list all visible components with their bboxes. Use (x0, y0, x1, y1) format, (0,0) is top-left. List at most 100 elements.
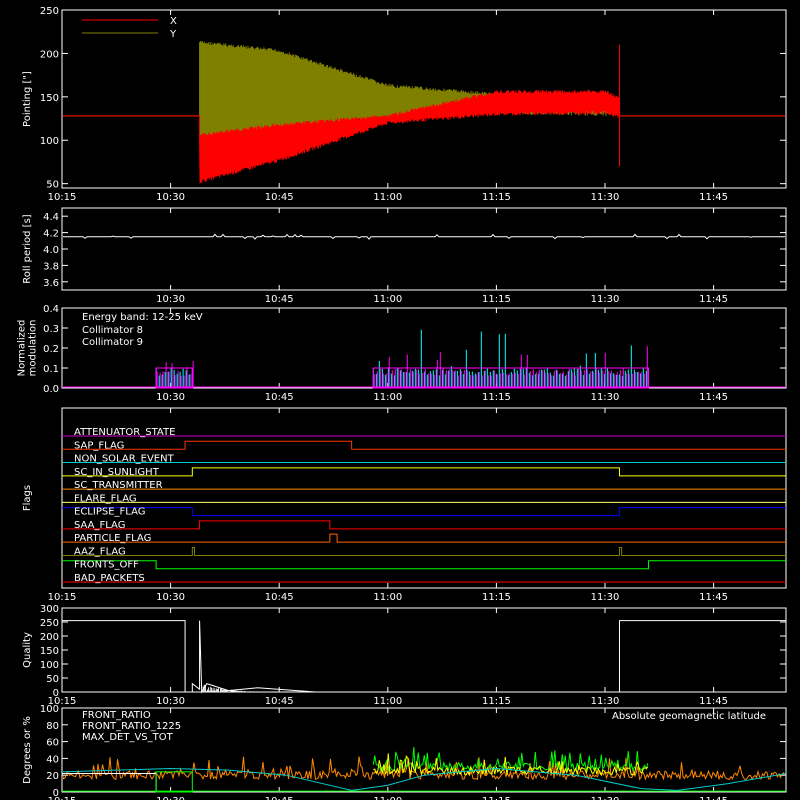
modulation-ylabel: Normalized (17, 320, 28, 377)
geomagnetic-ytick-label: 80 (46, 721, 59, 732)
pointing-xtick-label: 10:15 (48, 192, 77, 203)
modulation-ytick-label: 0.4 (43, 304, 59, 315)
pointing-series-X (63, 89, 785, 184)
pointing-ytick-label: 50 (46, 180, 59, 191)
geo-annotation: Absolute geomagnetic latitude (612, 711, 766, 722)
roll-xtick-label: 11:45 (699, 294, 728, 305)
legend-label-X: X (170, 16, 177, 27)
geomagnetic-xtick-label: 11:45 (699, 796, 728, 800)
flag-line-particle_flag (62, 533, 786, 543)
quality-xtick-label: 11:15 (482, 696, 511, 707)
flag-label-sc_transmitter: SC_TRANSMITTER (74, 480, 163, 491)
roll-xtick-label: 10:30 (156, 294, 185, 305)
flags-xtick-label: 10:45 (265, 592, 294, 603)
quality-xtick-label: 10:30 (156, 696, 185, 707)
roll-ytick-label: 3.6 (43, 278, 59, 289)
geomagnetic-xtick-label: 10:45 (265, 796, 294, 800)
flag-line-aaz_flag (62, 546, 786, 556)
pointing-xtick-label: 11:30 (591, 192, 620, 203)
geomagnetic-xtick-label: 10:30 (156, 796, 185, 800)
quality-ytick-label: 250 (40, 618, 59, 629)
geomagnetic-ytick-label: 60 (46, 738, 59, 749)
quality-xtick-label: 10:15 (48, 696, 77, 707)
flag-label-flare_flag: FLARE_FLAG (74, 493, 137, 504)
flag-label-sc_in_sunlight: SC_IN_SUNLIGHT (74, 467, 160, 478)
quality-ylabel: Quality (22, 632, 33, 668)
geo-early-box-green (155, 771, 193, 793)
flag-label-sap_flag: SAP_FLAG (74, 440, 124, 451)
quality-noise (202, 684, 330, 692)
flag-label-eclipse_flag: ECLIPSE_FLAG (74, 507, 145, 518)
pointing-xtick-label: 11:15 (482, 192, 511, 203)
quality-ytick-label: 300 (40, 604, 59, 615)
pointing-line-Y (63, 40, 785, 140)
flag-line-saa_flag (62, 520, 786, 530)
roll-xtick-label: 11:30 (591, 294, 620, 305)
pointing-ytick-label: 200 (40, 49, 59, 60)
pointing-ytick-label: 150 (40, 93, 59, 104)
modulation-ytick-label: 0.3 (43, 324, 59, 335)
flag-label-saa_flag: SAA_FLAG (74, 520, 125, 531)
quality-ytick-label: 50 (46, 674, 59, 685)
geomagnetic-ytick-label: 0 (53, 788, 59, 799)
modulation-legend-collimator-8: Collimator 8 (82, 325, 143, 336)
flag-line-eclipse_flag (62, 507, 786, 517)
geo-latitude-line (61, 767, 787, 791)
geomagnetic-xtick-label: 11:15 (482, 796, 511, 800)
flags-xtick-label: 11:30 (591, 592, 620, 603)
quality-ytick-label: 150 (40, 646, 59, 657)
geomagnetic-frame (61, 707, 787, 793)
pointing-xtick-label: 11:00 (373, 192, 402, 203)
pointing-ytick-label: 100 (40, 136, 59, 147)
geo-line-max_det_vs_tot (63, 756, 785, 781)
modulation-xtick-label: 11:30 (591, 392, 620, 403)
quality-xtick-label: 11:00 (373, 696, 402, 707)
modulation-annotation: Energy band: 12-25 keV (82, 312, 203, 323)
pointing-xtick-label: 10:45 (265, 192, 294, 203)
flags-xtick-label: 11:45 (699, 592, 728, 603)
geomagnetic-ylabel: Degrees or % (22, 716, 33, 784)
geo-legend-front_ratio: FRONT_RATIO (82, 710, 151, 721)
flag-line-sc_in_sunlight (62, 467, 786, 477)
modulation-xtick-label: 11:15 (482, 392, 511, 403)
roll-xtick-label: 10:45 (265, 294, 294, 305)
roll-frame (61, 207, 787, 291)
geomagnetic-ytick-label: 40 (46, 754, 59, 765)
modulation-xtick-label: 10:45 (265, 392, 294, 403)
flags-xtick-label: 10:15 (48, 592, 77, 603)
roll-ylabel: Roll period [s] (22, 214, 33, 283)
modulation-xtick-label: 11:45 (699, 392, 728, 403)
quality-ytick-label: 100 (40, 660, 59, 671)
modulation-series-collimator-9 (62, 346, 786, 389)
pointing-xtick-label: 10:30 (156, 192, 185, 203)
geomagnetic-ytick-label: 100 (40, 704, 59, 715)
pointing-frame (61, 9, 787, 189)
modulation-ytick-label: 0.0 (43, 384, 59, 395)
modulation-legend-collimator-9: Collimator 9 (82, 337, 143, 348)
modulation-segment (155, 367, 193, 389)
pointing-ylabel: Pointing ["] (22, 71, 33, 127)
pointing-ytick-label: 250 (40, 6, 59, 17)
legend-label-Y: Y (169, 29, 177, 40)
geomagnetic-xtick-label: 10:15 (48, 796, 77, 800)
flags-xtick-label: 10:30 (156, 592, 185, 603)
pointing-series-Y (63, 40, 785, 140)
roll-xtick-label: 11:15 (482, 294, 511, 305)
flag-line-fronts_off (62, 560, 786, 570)
geo-legend-front_ratio_1225: FRONT_RATIO_1225 (82, 721, 181, 732)
flag-label-bad_packets: BAD_PACKETS (74, 573, 145, 584)
modulation-series-collimator-8 (62, 329, 786, 389)
quality-ytick-label: 0 (53, 688, 59, 699)
geomagnetic-ytick-label: 20 (46, 771, 59, 782)
modulation-segment (372, 367, 649, 389)
roll-ytick-label: 4.4 (43, 212, 59, 223)
flags-xtick-label: 11:00 (373, 592, 402, 603)
flags-frame (61, 407, 787, 589)
quality-ytick-label: 200 (40, 632, 59, 643)
quality-xtick-label: 11:45 (699, 696, 728, 707)
pointing-xtick-label: 11:45 (699, 192, 728, 203)
roll-line (63, 233, 785, 240)
geomagnetic-xtick-label: 11:00 (373, 796, 402, 800)
flag-line-sap_flag (62, 440, 786, 450)
